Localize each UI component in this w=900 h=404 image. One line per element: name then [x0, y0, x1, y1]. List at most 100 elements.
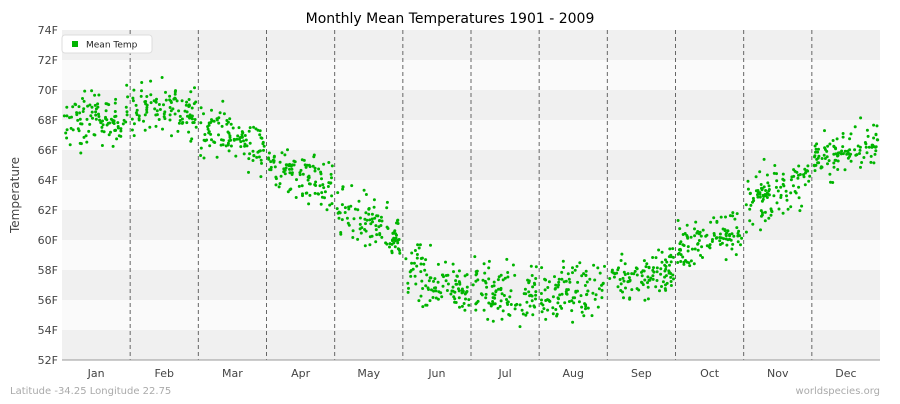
data-point: [798, 209, 802, 213]
data-point: [187, 103, 191, 107]
data-point: [836, 151, 840, 155]
data-point: [86, 104, 90, 108]
data-point: [849, 132, 853, 136]
data-point: [149, 79, 153, 83]
data-point: [207, 130, 211, 134]
data-point: [283, 172, 287, 176]
data-point: [424, 258, 428, 262]
y-tick-label: 62F: [38, 204, 58, 217]
data-point: [479, 292, 483, 296]
data-point: [546, 286, 550, 289]
data-point: [556, 296, 560, 300]
data-point: [738, 234, 742, 238]
data-point: [427, 288, 430, 291]
data-point: [540, 310, 544, 314]
data-point: [530, 294, 534, 298]
x-axis-ticks: Jan Feb Mar Apr May Jun Jul Aug Sep Oct Nov Dec: [87, 367, 857, 380]
data-point: [96, 105, 100, 109]
data-point: [760, 199, 764, 203]
data-point: [111, 144, 115, 148]
data-point: [81, 110, 85, 113]
data-point: [731, 242, 735, 246]
data-point: [651, 277, 655, 281]
y-tick-label: 54F: [38, 324, 58, 337]
data-point: [860, 161, 864, 164]
data-point: [210, 118, 213, 122]
data-point: [618, 278, 622, 281]
data-point: [191, 121, 195, 125]
data-point: [101, 119, 104, 123]
data-point: [375, 233, 379, 237]
data-point: [762, 185, 766, 189]
data-point: [173, 90, 177, 94]
data-point: [329, 172, 333, 176]
data-point: [173, 112, 177, 116]
data-point: [760, 188, 764, 192]
data-point: [203, 133, 207, 136]
data-point: [523, 287, 527, 291]
data-point: [633, 269, 637, 273]
data-point: [206, 125, 210, 129]
data-point: [311, 164, 315, 168]
data-point: [256, 150, 260, 154]
data-point: [439, 291, 443, 295]
data-point: [682, 262, 686, 266]
data-point: [761, 211, 764, 215]
data-point: [422, 262, 426, 266]
data-point: [390, 249, 394, 253]
data-point: [697, 239, 701, 242]
data-point: [79, 142, 83, 146]
data-point: [351, 229, 355, 233]
data-point: [728, 214, 732, 218]
data-point: [84, 134, 88, 138]
data-point: [185, 121, 189, 125]
data-point: [532, 281, 536, 285]
data-point: [272, 160, 276, 164]
data-point: [247, 170, 250, 174]
data-point: [137, 117, 141, 120]
chart-title: Monthly Mean Temperatures 1901 - 2009: [306, 11, 595, 27]
data-point: [352, 217, 356, 221]
data-point: [800, 204, 804, 208]
data-point: [751, 222, 755, 226]
data-point: [688, 264, 692, 268]
data-point: [451, 285, 455, 289]
data-point: [155, 97, 158, 101]
data-point: [130, 128, 134, 132]
data-point: [374, 224, 378, 228]
data-point: [243, 134, 247, 137]
data-point: [476, 278, 480, 282]
data-point: [483, 279, 487, 283]
data-point: [591, 291, 595, 295]
data-point: [82, 107, 86, 111]
data-point: [828, 172, 832, 176]
data-point: [125, 110, 129, 114]
data-point: [657, 248, 661, 252]
data-point: [841, 152, 845, 156]
data-point: [585, 293, 588, 297]
data-point: [349, 204, 353, 208]
data-point: [671, 273, 675, 277]
data-point: [736, 240, 740, 244]
data-point: [154, 100, 158, 104]
data-point: [563, 301, 567, 305]
data-point: [646, 275, 650, 279]
data-point: [100, 144, 104, 147]
data-point: [482, 308, 486, 312]
data-point: [789, 191, 793, 195]
data-point: [862, 156, 866, 159]
data-point: [273, 165, 277, 169]
y-tick-label: 60F: [38, 234, 58, 247]
data-point: [286, 148, 289, 152]
data-point: [91, 116, 94, 120]
data-point: [655, 270, 659, 274]
data-point: [411, 267, 415, 271]
data-point: [505, 257, 509, 261]
data-point: [285, 163, 289, 167]
data-point: [288, 171, 292, 175]
data-point: [65, 114, 69, 118]
data-point: [497, 275, 501, 279]
data-point: [85, 117, 89, 121]
data-point: [874, 149, 878, 153]
data-point: [580, 305, 584, 309]
